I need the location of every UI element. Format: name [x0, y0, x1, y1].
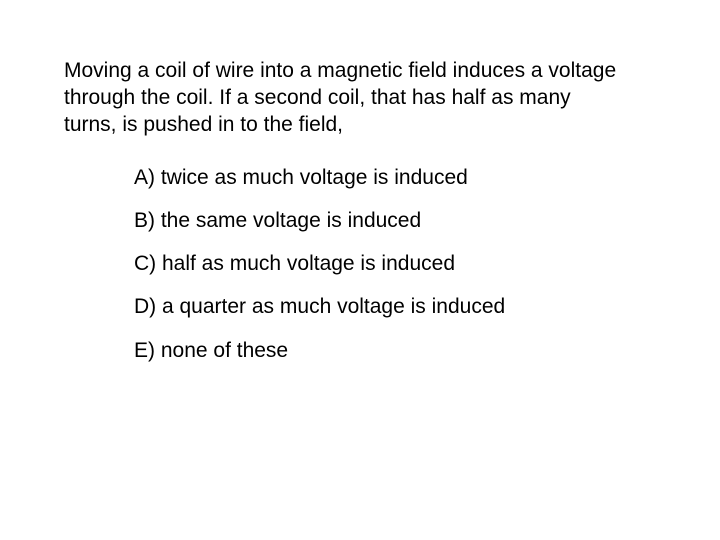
- option-d: D) a quarter as much voltage is induced: [134, 294, 584, 320]
- options-list: A) twice as much voltage is induced B) t…: [64, 165, 584, 364]
- option-a: A) twice as much voltage is induced: [134, 165, 584, 191]
- option-e: E) none of these: [134, 338, 584, 364]
- option-c: C) half as much voltage is induced: [134, 251, 584, 277]
- option-b: B) the same voltage is induced: [134, 208, 584, 234]
- question-stem: Moving a coil of wire into a magnetic fi…: [64, 58, 624, 139]
